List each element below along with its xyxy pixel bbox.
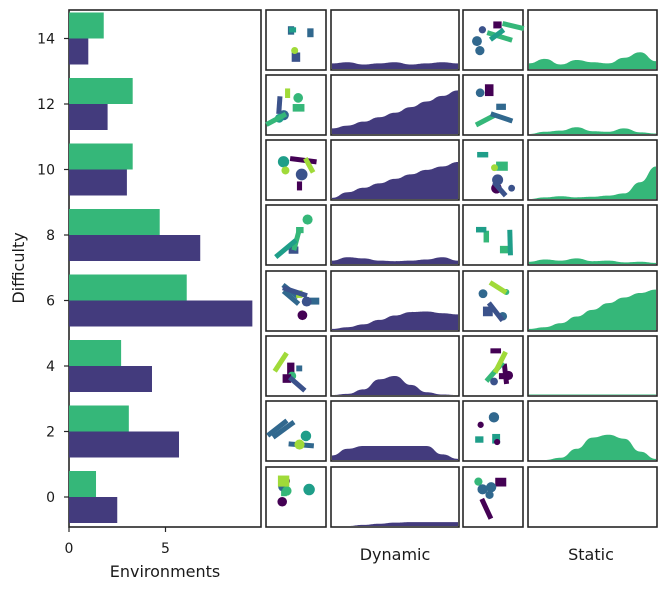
environment-thumbnail bbox=[265, 139, 327, 201]
bar-static-10 bbox=[69, 143, 133, 170]
density-dynamic-row-7 bbox=[330, 466, 460, 528]
environment-thumbnail bbox=[462, 9, 525, 71]
bar-static-6 bbox=[69, 274, 187, 301]
density-dynamic-row-1 bbox=[330, 74, 460, 136]
density-dynamic-row-4 bbox=[330, 270, 460, 332]
environment-grid bbox=[265, 9, 658, 528]
y-tick-label-14: 14 bbox=[37, 32, 55, 48]
bar-dynamic-12 bbox=[69, 104, 108, 130]
density-dynamic-row-3 bbox=[330, 204, 460, 266]
bar-static-12 bbox=[69, 78, 133, 104]
environment-thumbnail bbox=[462, 139, 524, 201]
environment-thumbnail bbox=[265, 466, 327, 528]
bar-dynamic-6 bbox=[69, 300, 253, 327]
bar-static-4 bbox=[69, 340, 122, 366]
static-column-label: Static bbox=[568, 545, 614, 564]
environment-thumbnail bbox=[462, 204, 524, 266]
environment-thumbnail bbox=[462, 74, 524, 136]
density-static-row-0 bbox=[527, 9, 658, 71]
y-tick-label-12: 12 bbox=[37, 97, 55, 113]
density-dynamic-row-5 bbox=[330, 335, 460, 397]
dynamic-column-label: Dynamic bbox=[360, 545, 431, 564]
environment-thumbnail bbox=[265, 9, 327, 71]
density-static-row-7 bbox=[527, 466, 658, 528]
bar-dynamic-10 bbox=[69, 169, 127, 196]
density-dynamic-row-0 bbox=[330, 9, 460, 71]
y-tick-label-8: 8 bbox=[46, 228, 55, 244]
y-tick-label-4: 4 bbox=[46, 359, 55, 375]
y-tick-label-10: 10 bbox=[37, 163, 55, 179]
bar-dynamic-0 bbox=[69, 497, 118, 523]
x-tick-label-0: 0 bbox=[65, 541, 74, 557]
bar-dynamic-2 bbox=[69, 431, 180, 458]
environment-thumbnail bbox=[462, 270, 524, 332]
bar-dynamic-14 bbox=[69, 38, 89, 65]
environment-thumbnail bbox=[462, 400, 524, 462]
environment-thumbnail bbox=[265, 335, 327, 397]
y-axis-label: Difficulty bbox=[9, 232, 28, 303]
x-tick-label-5: 5 bbox=[161, 541, 170, 557]
density-static-row-5 bbox=[527, 335, 658, 397]
density-static-row-6 bbox=[527, 400, 658, 462]
density-static-row-4 bbox=[527, 270, 658, 332]
bar-static-0 bbox=[69, 471, 97, 497]
environment-thumbnail bbox=[265, 270, 327, 332]
y-tick-label-6: 6 bbox=[46, 294, 55, 310]
environment-thumbnail bbox=[265, 74, 327, 136]
bar-dynamic-8 bbox=[69, 235, 201, 261]
bar-chart: 0 2 4 6 8 10 12 14 0 5 bbox=[37, 9, 262, 557]
bar-dynamic-4 bbox=[69, 366, 152, 392]
environment-thumbnail bbox=[462, 466, 524, 528]
density-static-row-2 bbox=[527, 139, 658, 201]
environment-thumbnail bbox=[265, 204, 327, 266]
x-axis-label: Environments bbox=[110, 562, 221, 581]
environment-thumbnail bbox=[265, 400, 327, 462]
environment-thumbnail bbox=[462, 335, 524, 397]
density-static-row-1 bbox=[527, 74, 658, 136]
y-tick-label-2: 2 bbox=[46, 425, 55, 441]
density-dynamic-row-2 bbox=[330, 139, 460, 201]
density-dynamic-row-6 bbox=[330, 400, 460, 462]
bar-static-8 bbox=[69, 209, 160, 235]
bar-static-14 bbox=[69, 12, 104, 39]
density-static-row-3 bbox=[527, 204, 658, 266]
y-tick-label-0: 0 bbox=[46, 490, 55, 506]
bar-static-2 bbox=[69, 405, 129, 432]
